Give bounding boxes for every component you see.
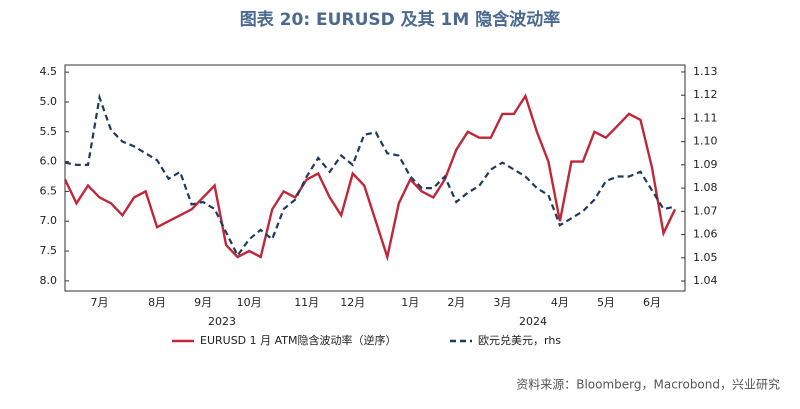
source: 资料来源：Bloomberg，Macrobond，兴业研究 xyxy=(516,377,780,392)
y2-tick-label: 1.08 xyxy=(693,181,718,194)
x-tick-label: 12月 xyxy=(340,296,365,309)
y2-tick-label: 1.07 xyxy=(693,204,718,217)
x-tick-label: 4月 xyxy=(551,296,569,309)
y-tick-label: 7.5 xyxy=(40,244,58,257)
y2-tick-label: 1.06 xyxy=(693,228,718,241)
series-line xyxy=(64,93,676,258)
y2-tick-label: 1.12 xyxy=(693,88,718,101)
series-line xyxy=(63,93,677,262)
y-tick-label: 5.5 xyxy=(40,125,58,138)
year-label: 2023 xyxy=(208,315,236,328)
x-tick-label: 9月 xyxy=(194,296,212,309)
y-tick-label: 7.0 xyxy=(40,214,58,227)
y2-tick-label: 1.11 xyxy=(693,111,718,124)
x-tick-label: 2月 xyxy=(447,296,465,309)
x-tick-label: 10月 xyxy=(237,296,262,309)
y-tick-label: 5.0 xyxy=(40,95,58,108)
y-tick-label: 6.0 xyxy=(40,155,58,168)
x-tick-label: 5月 xyxy=(597,296,615,309)
plot-frame xyxy=(64,64,686,292)
y2-tick-label: 1.04 xyxy=(693,274,718,287)
x-tick-label: 3月 xyxy=(493,296,511,309)
y-tick-label: 8.0 xyxy=(40,274,58,287)
legend-label: 欧元兑美元，rhs xyxy=(478,333,561,347)
y2-tick-label: 1.05 xyxy=(693,251,718,264)
x-tick-label: 1月 xyxy=(401,296,419,309)
y2-tick-label: 1.13 xyxy=(693,65,718,78)
y2-tick-label: 1.10 xyxy=(693,135,718,148)
legend-label: EURUSD 1 月 ATM隐含波动率（逆序） xyxy=(200,333,397,347)
chart-title: 图表 20: EURUSD 及其 1M 隐含波动率 xyxy=(240,9,560,30)
x-tick-label: 6月 xyxy=(643,296,661,309)
y-tick-label: 4.5 xyxy=(40,65,58,78)
y2-tick-label: 1.09 xyxy=(693,158,718,171)
x-tick-label: 11月 xyxy=(294,296,319,309)
year-label: 2024 xyxy=(519,315,547,328)
x-tick-label: 7月 xyxy=(91,296,109,309)
x-tick-label: 8月 xyxy=(148,296,166,309)
y-tick-label: 6.5 xyxy=(40,184,58,197)
